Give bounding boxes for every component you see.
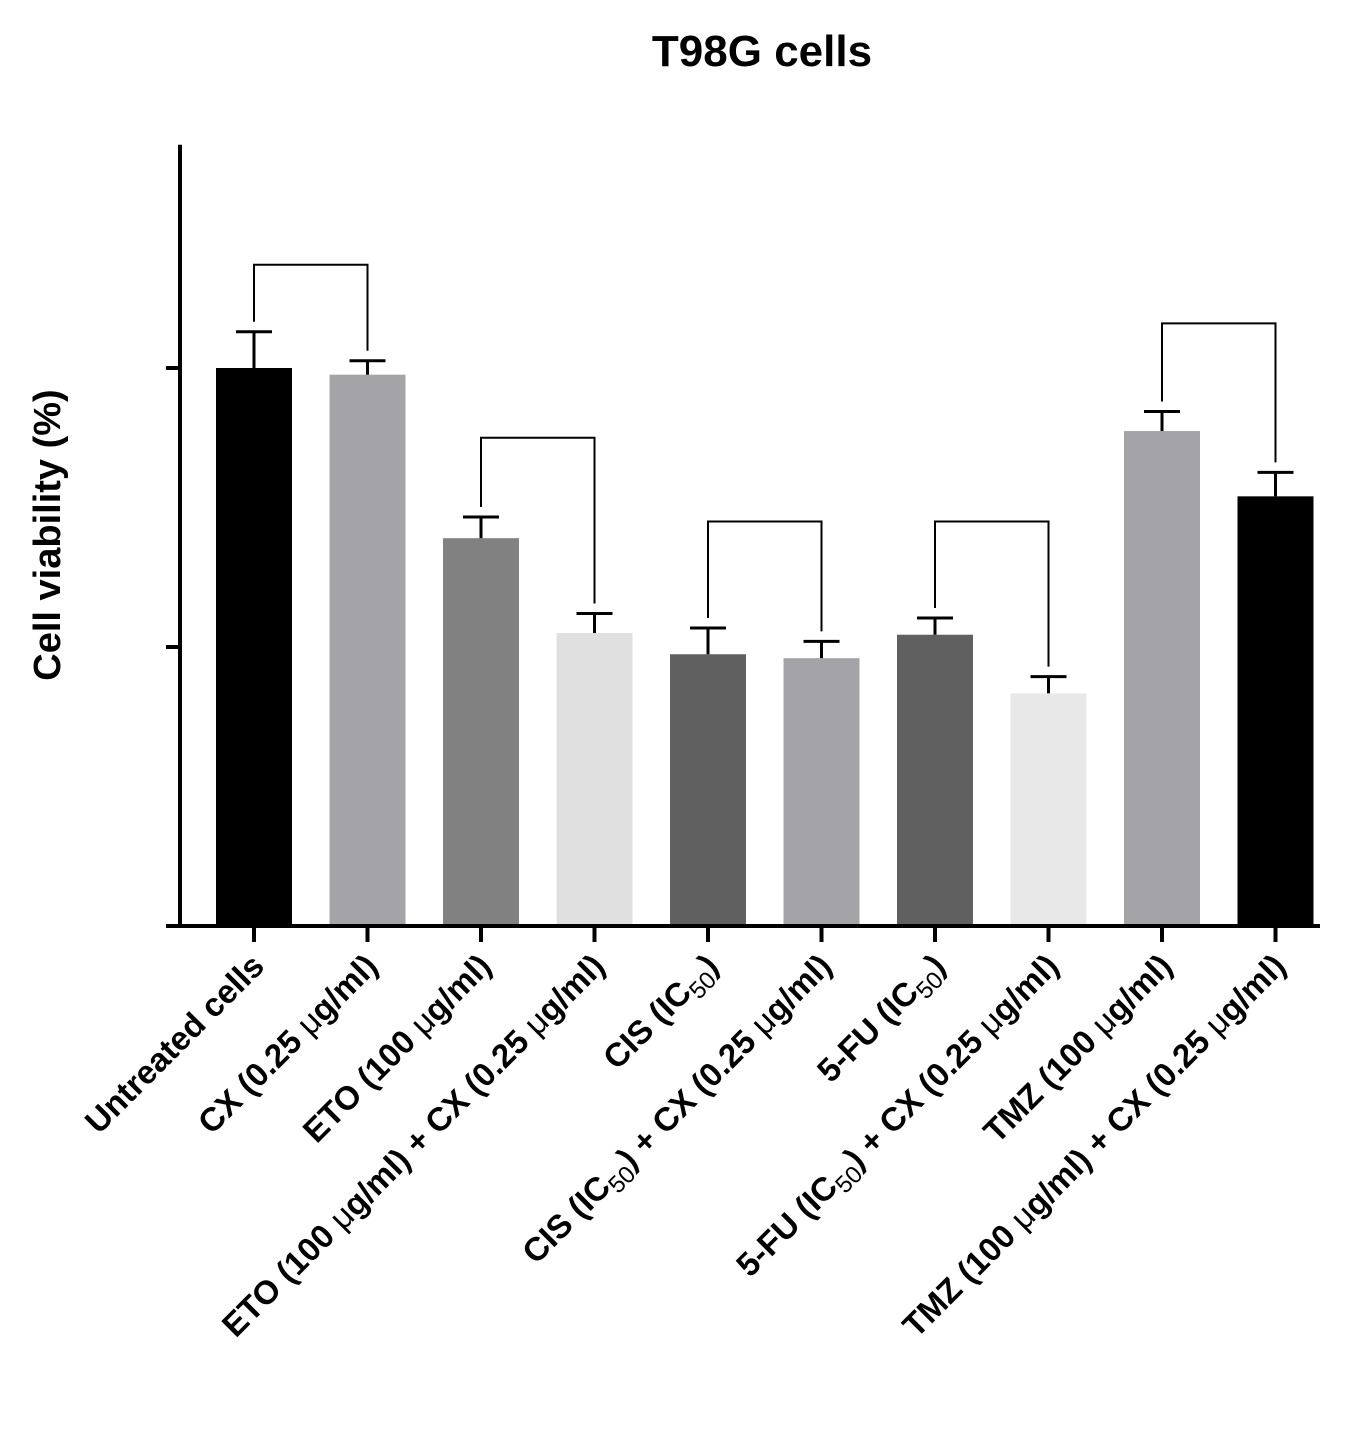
bars-group (216, 368, 1314, 926)
bar (670, 654, 746, 926)
bar (557, 633, 633, 926)
bar (216, 368, 292, 926)
x-tick-label: ETO (100 μg/ml) (295, 947, 498, 1150)
significance-bracket (708, 521, 822, 631)
bar (897, 635, 973, 926)
bar (1011, 693, 1087, 926)
significance-group (254, 265, 1276, 667)
bar (443, 538, 519, 926)
bar (330, 375, 406, 926)
bar (1124, 431, 1200, 926)
chart-title: T98G cells (652, 27, 872, 76)
bar (1238, 496, 1314, 926)
significance-bracket (254, 265, 368, 351)
bar-chart: T98G cells Cell viability (%) Untreated … (0, 0, 1372, 1437)
y-axis-label: Cell viability (%) (27, 389, 69, 680)
x-tick-label: TMZ (100 μg/ml) (976, 947, 1179, 1150)
bar (784, 658, 860, 926)
